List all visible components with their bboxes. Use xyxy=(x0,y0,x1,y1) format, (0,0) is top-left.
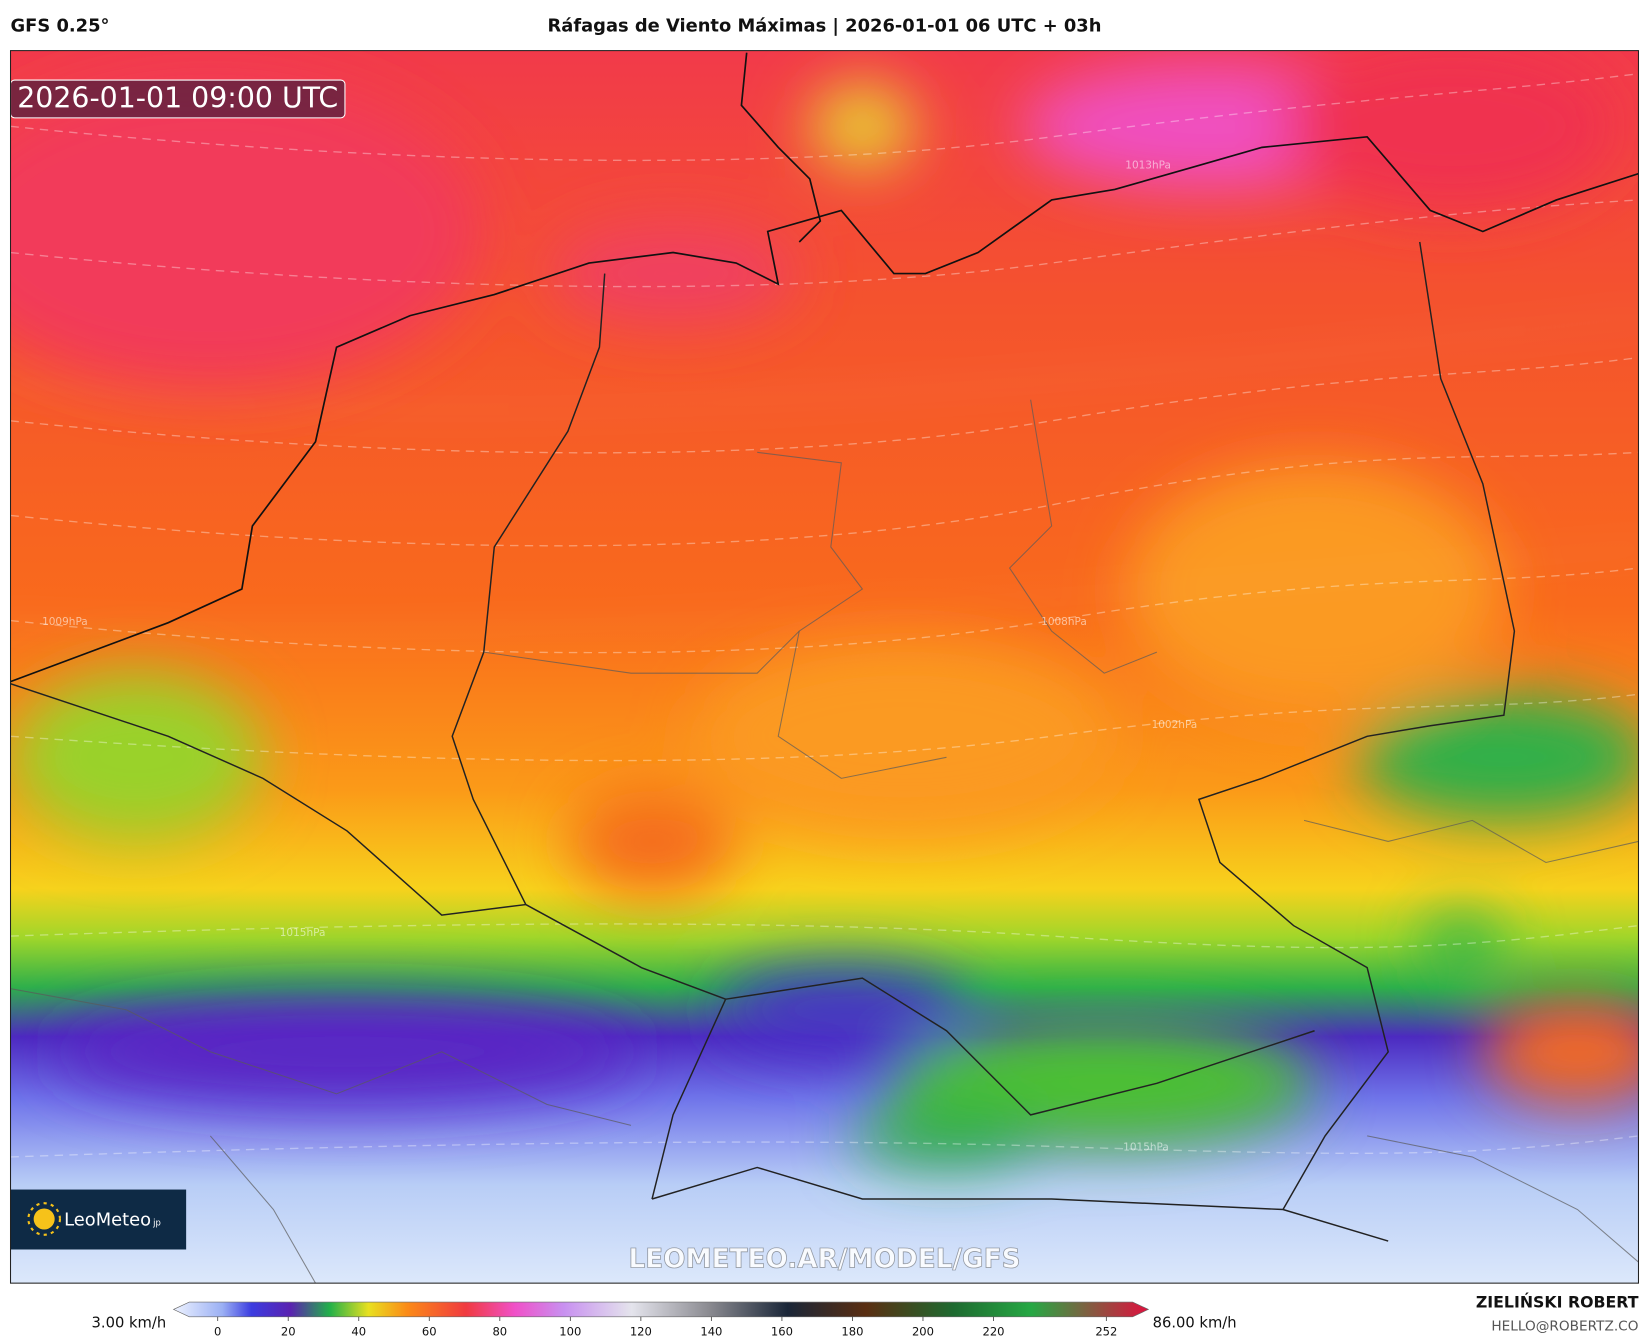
isobar-label: 1013hPa xyxy=(1125,159,1171,171)
colorbar-tick-label: 252 xyxy=(1095,1325,1117,1339)
logo-sun xyxy=(33,1208,55,1230)
colorbar-tick-label: 100 xyxy=(559,1325,581,1339)
regions xyxy=(10,399,1639,1284)
colorbar-tick-label: 140 xyxy=(700,1325,722,1339)
colorbar-max: 86.00 km/h xyxy=(1153,1314,1237,1331)
colorbar-tick-label: 0 xyxy=(214,1325,221,1339)
colorbar-tick-label: 200 xyxy=(912,1325,934,1339)
isobar-label: 1009hPa xyxy=(42,616,88,628)
map-title: Ráfagas de Viento Máximas | 2026-01-01 0… xyxy=(548,16,1102,37)
logo-rays xyxy=(27,1202,61,1236)
coastlines xyxy=(10,52,1639,683)
borders xyxy=(10,241,1516,1242)
colorbar-tick-label: 180 xyxy=(841,1325,863,1339)
watermark: LEOMETEO.AR/MODEL/GFS xyxy=(628,1244,1020,1274)
colorbar-tick-label: 40 xyxy=(351,1325,366,1339)
colorbar-tick-label: 120 xyxy=(630,1325,652,1339)
logo-suffix: jp xyxy=(152,1217,161,1227)
model-label: GFS 0.25° xyxy=(11,16,110,37)
map-frame xyxy=(9,50,1640,1284)
colorbar-min: 3.00 km/h xyxy=(92,1314,167,1331)
isobar-label: 1002hPa xyxy=(1152,719,1198,731)
isobar-label: 1008hPa xyxy=(1041,616,1087,628)
logo-name: LeoMeteo xyxy=(64,1209,151,1230)
logo-text: LeoMeteo jp xyxy=(64,1209,161,1230)
isobar-label: 1015hPa xyxy=(280,927,326,939)
colorbar-tick-label: 80 xyxy=(492,1325,507,1339)
contact: HELLO@ROBERTZ.CO xyxy=(1491,1318,1638,1334)
colorbar-tick-label: 60 xyxy=(422,1325,437,1339)
map: 2026-01-01 09:00 UTC 1015hPa 1015hPa 100… xyxy=(10,50,1639,1284)
colorbar-ramp xyxy=(172,1301,1150,1318)
isobar-labels: 1015hPa 1015hPa 1009hPa 1002hPa 1008hPa … xyxy=(42,159,1197,1153)
colorbar-tick-label: 220 xyxy=(982,1325,1004,1339)
colorbar-tick-label: 20 xyxy=(281,1325,296,1339)
author: ZIELIŃSKI ROBERT xyxy=(1476,1292,1639,1311)
valid-time: 2026-01-01 09:00 UTC xyxy=(17,81,338,114)
colorbar: 3.00 km/h 86.00 km/h 0 20 40 60 80 100 120 140 1… xyxy=(92,1301,1237,1339)
isobar-lines xyxy=(10,73,1639,1158)
isobar-label: 1015hPa xyxy=(1123,1142,1169,1154)
colorbar-tick-label: 160 xyxy=(771,1325,793,1339)
isobars xyxy=(10,315,1639,633)
valid-time-box xyxy=(10,79,346,119)
